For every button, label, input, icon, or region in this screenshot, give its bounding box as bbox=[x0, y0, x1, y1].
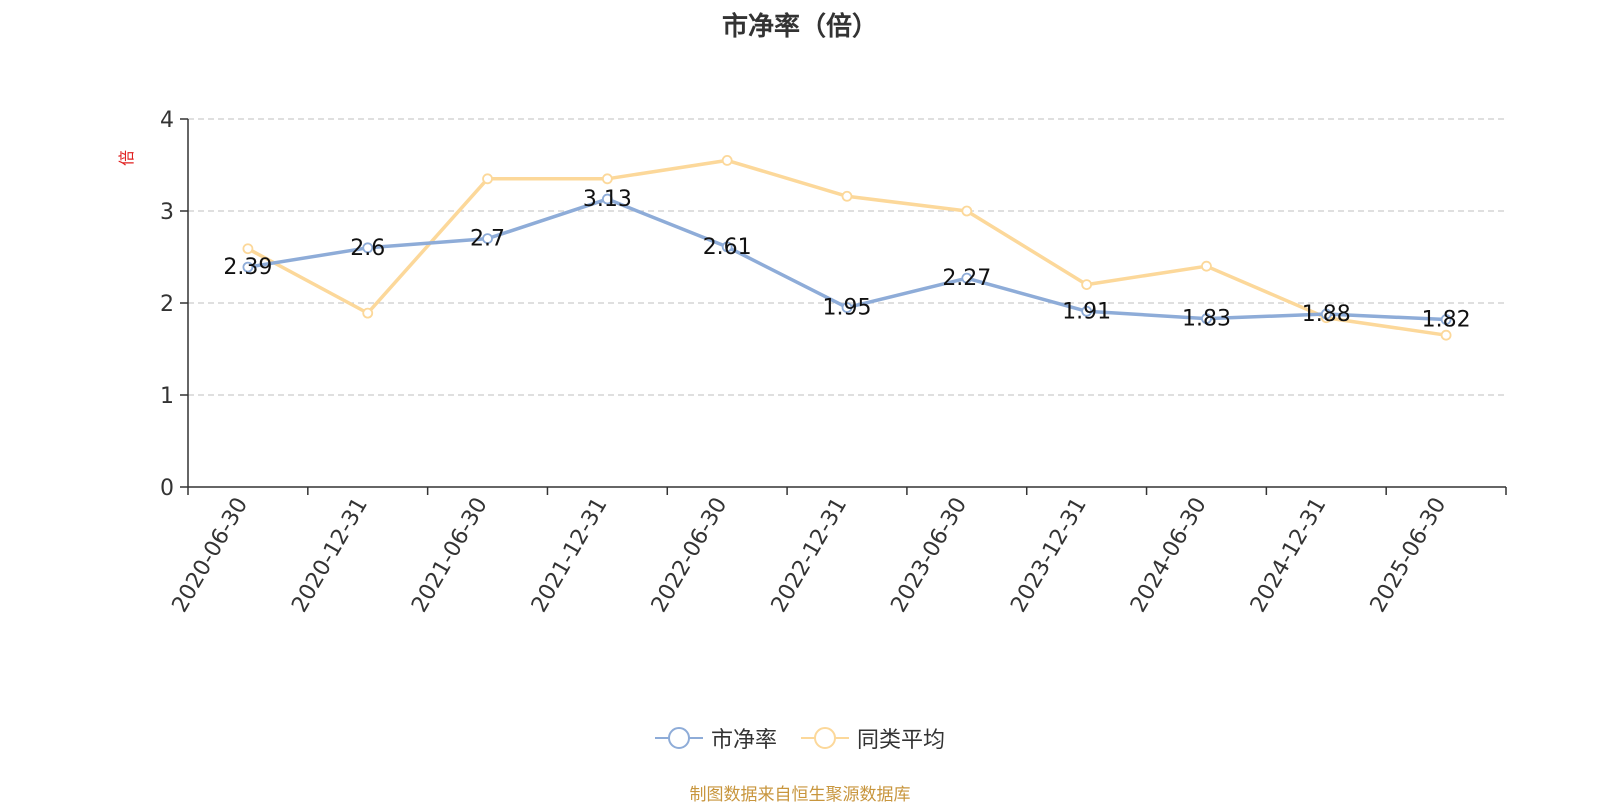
data-point bbox=[1201, 313, 1212, 325]
data-point bbox=[601, 193, 613, 205]
data-point bbox=[1440, 314, 1452, 325]
data-point bbox=[1320, 308, 1332, 320]
y-tick-label: 1 bbox=[160, 384, 174, 409]
data-point bbox=[721, 154, 733, 166]
legend-swatch-icon bbox=[801, 726, 849, 750]
legend-swatch-icon bbox=[654, 726, 703, 750]
data-point bbox=[721, 241, 733, 253]
data-labels: 2.39 2.6 2.7 3.13 2.61 1.95 2.27 1.91 1.83 1.88 1.… bbox=[223, 187, 1470, 333]
data-label: 2.27 bbox=[942, 266, 991, 291]
data-label: 1.82 bbox=[1422, 308, 1471, 333]
x-tick-label: 2020-06-30 bbox=[168, 494, 254, 617]
data-label: 2.7 bbox=[470, 227, 505, 252]
data-point bbox=[1440, 329, 1452, 341]
data-point bbox=[242, 261, 254, 273]
data-point bbox=[362, 307, 374, 319]
data-point bbox=[482, 173, 493, 185]
x-tick-label: 2021-12-31 bbox=[527, 494, 613, 617]
legend-item[interactable]: 同类平均 bbox=[801, 722, 945, 754]
data-point bbox=[841, 302, 853, 314]
data-label: 1.88 bbox=[1302, 302, 1351, 327]
y-tick-label: 4 bbox=[160, 108, 174, 133]
x-tick-label: 2024-12-31 bbox=[1246, 494, 1332, 617]
x-tick-label: 2021-06-30 bbox=[407, 493, 493, 616]
x-tick-label: 2024-06-30 bbox=[1126, 494, 1212, 617]
data-point bbox=[961, 205, 973, 217]
data-point bbox=[961, 272, 973, 284]
x-tick-label: 2022-06-30 bbox=[647, 494, 733, 617]
chart-title: 市净率（倍） bbox=[721, 12, 878, 42]
data-point bbox=[482, 233, 493, 245]
x-tick-label: 2022-12-31 bbox=[767, 494, 853, 617]
data-label: 2.39 bbox=[223, 255, 272, 280]
series-lines bbox=[242, 154, 1452, 341]
data-point bbox=[841, 190, 853, 202]
y-tick-label: 2 bbox=[160, 292, 174, 317]
x-tick-label: 2020-12-31 bbox=[287, 494, 373, 617]
x-tick-label: 2023-12-31 bbox=[1006, 494, 1092, 617]
x-tick-label: 2023-06-30 bbox=[886, 493, 972, 616]
data-point bbox=[1081, 279, 1093, 291]
data-label: 3.13 bbox=[583, 187, 632, 212]
data-label: 2.6 bbox=[350, 236, 385, 261]
grid-lines bbox=[188, 118, 1506, 396]
y-tick-label: 0 bbox=[160, 476, 174, 501]
legend-label: 市净率 bbox=[710, 728, 777, 753]
data-point bbox=[601, 173, 613, 185]
data-point bbox=[362, 242, 374, 254]
data-label: 1.91 bbox=[1062, 299, 1111, 324]
data-point bbox=[1081, 305, 1093, 317]
data-label: 1.83 bbox=[1182, 307, 1231, 332]
data-point bbox=[1201, 260, 1212, 272]
data-point bbox=[242, 243, 254, 255]
legend: 市净率 同类平均 bbox=[0, 722, 1600, 754]
legend-item[interactable]: 市净率 bbox=[654, 722, 777, 754]
data-label: 1.95 bbox=[823, 296, 872, 321]
data-label: 2.61 bbox=[703, 235, 752, 260]
legend-label: 同类平均 bbox=[857, 728, 946, 753]
source-note: 制图数据来自恒生聚源数据库 bbox=[689, 785, 911, 805]
x-tick-label: 2025-06-30 bbox=[1366, 494, 1452, 617]
y-axis-label: 倍 bbox=[117, 150, 136, 166]
y-tick-label: 3 bbox=[160, 200, 174, 225]
